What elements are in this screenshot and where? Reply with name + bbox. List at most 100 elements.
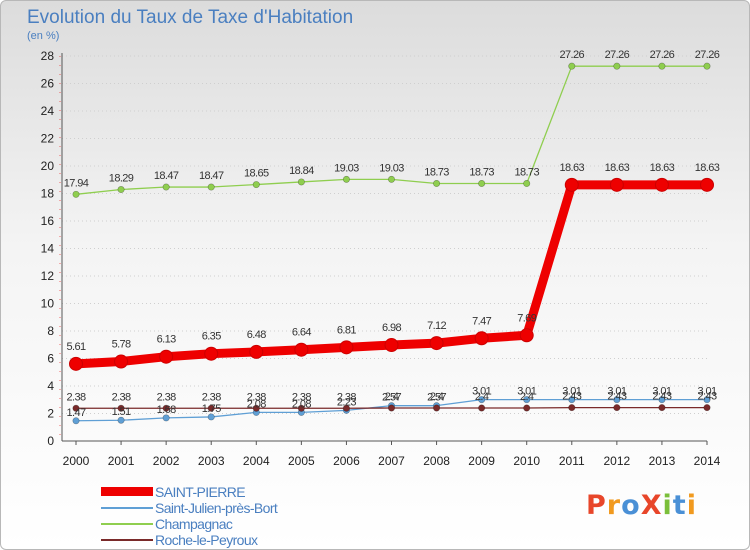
logo-letter: P — [586, 490, 607, 521]
data-label: 6.98 — [382, 322, 401, 334]
data-label: 2.4 — [430, 391, 444, 403]
data-label: 27.26 — [695, 49, 720, 61]
data-label: 3.01 — [607, 386, 626, 398]
data-point — [294, 342, 309, 357]
data-point — [658, 396, 666, 404]
x-tick-label: 2001 — [108, 454, 135, 468]
data-label: 18.63 — [695, 162, 720, 174]
data-point — [523, 179, 531, 187]
legend-item-saint-pierre[interactable]: SAINT-PIERRE — [101, 484, 361, 500]
data-point — [249, 344, 264, 359]
data-label: 2.43 — [607, 391, 626, 403]
y-tick-label: 8 — [47, 324, 54, 338]
data-label: 2.38 — [337, 391, 356, 403]
data-label: 2.08 — [292, 398, 311, 410]
data-point — [609, 177, 624, 192]
y-tick-label: 18 — [41, 187, 55, 201]
data-label: 18.63 — [605, 162, 630, 174]
data-label: 2.43 — [562, 391, 581, 403]
data-point — [703, 396, 711, 404]
y-tick-label: 14 — [41, 242, 55, 256]
x-tick-label: 2000 — [63, 454, 90, 468]
data-label: 2.38 — [247, 391, 266, 403]
data-point — [114, 354, 129, 369]
data-label: 27.26 — [560, 49, 585, 61]
data-label: 2.08 — [247, 398, 266, 410]
data-label: 19.03 — [334, 162, 359, 174]
data-point — [342, 404, 350, 412]
legend-item-roche[interactable]: Roche-le-Peyroux — [101, 532, 361, 548]
data-label: 18.65 — [244, 168, 269, 180]
data-label: 18.47 — [154, 170, 179, 182]
data-point — [613, 62, 621, 70]
logo-letter: X — [640, 490, 663, 521]
logo-letter: o — [621, 490, 641, 521]
data-label: 6.81 — [337, 324, 356, 336]
data-label: 27.26 — [650, 49, 675, 61]
data-label: 7.12 — [427, 320, 446, 332]
data-label: 2.4 — [475, 391, 489, 403]
data-label: 18.47 — [199, 170, 224, 182]
data-point — [654, 177, 669, 192]
legend-label-saint-pierre: SAINT-PIERRE — [155, 484, 246, 500]
data-label: 2.38 — [157, 391, 176, 403]
legend-item-champagnac[interactable]: Champagnac — [101, 516, 361, 532]
logo-letter: i — [686, 490, 697, 521]
data-label: 3.01 — [652, 386, 671, 398]
data-point — [162, 183, 170, 191]
data-point — [658, 404, 666, 412]
y-tick-label: 28 — [41, 49, 55, 63]
data-point — [387, 404, 395, 412]
data-point — [297, 404, 305, 412]
data-label: 6.48 — [247, 329, 266, 341]
legend-item-saint-julien[interactable]: Saint-Julien-près-Bort — [101, 500, 361, 516]
data-point — [613, 404, 621, 412]
y-tick-label: 24 — [41, 104, 55, 118]
data-label: 1.75 — [202, 403, 221, 415]
data-label: 1.47 — [66, 407, 85, 419]
data-label: 2.23 — [337, 396, 356, 408]
data-point — [568, 404, 576, 412]
data-point — [162, 404, 170, 412]
chart-title: Evolution du Taux de Taxe d'Habitation — [27, 7, 354, 28]
y-tick-label: 20 — [41, 159, 55, 173]
data-point — [252, 181, 260, 189]
data-label: 27.26 — [605, 49, 630, 61]
chart-unit: (en %) — [27, 30, 60, 42]
y-tick-label: 2 — [47, 407, 54, 421]
data-label: 2.4 — [520, 391, 534, 403]
data-point — [69, 356, 83, 371]
legend-swatch-saint-julien — [101, 507, 153, 509]
data-point — [387, 175, 395, 183]
data-point — [523, 404, 531, 412]
legend-label-champagnac: Champagnac — [155, 516, 233, 532]
y-tick-label: 22 — [41, 132, 55, 146]
data-point — [204, 346, 219, 361]
data-label: 18.73 — [514, 166, 539, 178]
data-point — [564, 177, 579, 192]
legend-swatch-saint-pierre — [101, 487, 153, 496]
data-label: 2.38 — [202, 391, 221, 403]
data-point — [568, 62, 576, 70]
data-label: 18.73 — [424, 166, 449, 178]
data-point — [117, 416, 125, 424]
x-tick-label: 2003 — [198, 454, 225, 468]
data-label: 6.64 — [292, 327, 311, 339]
data-label: 7.69 — [517, 312, 536, 324]
y-tick-label: 12 — [41, 269, 55, 283]
y-tick-label: 16 — [41, 214, 55, 228]
data-label: 3.01 — [562, 386, 581, 398]
data-point — [159, 349, 174, 364]
y-tick-label: 4 — [47, 379, 54, 393]
data-label: 2.43 — [652, 391, 671, 403]
data-label: 2.57 — [427, 392, 446, 404]
data-point — [162, 414, 170, 422]
data-label: 3.01 — [697, 386, 716, 398]
data-point — [207, 404, 215, 412]
data-label: 6.13 — [157, 334, 176, 346]
data-label: 1.68 — [157, 404, 176, 416]
data-point — [433, 179, 441, 187]
x-tick-label: 2005 — [288, 454, 315, 468]
data-point — [433, 404, 441, 412]
